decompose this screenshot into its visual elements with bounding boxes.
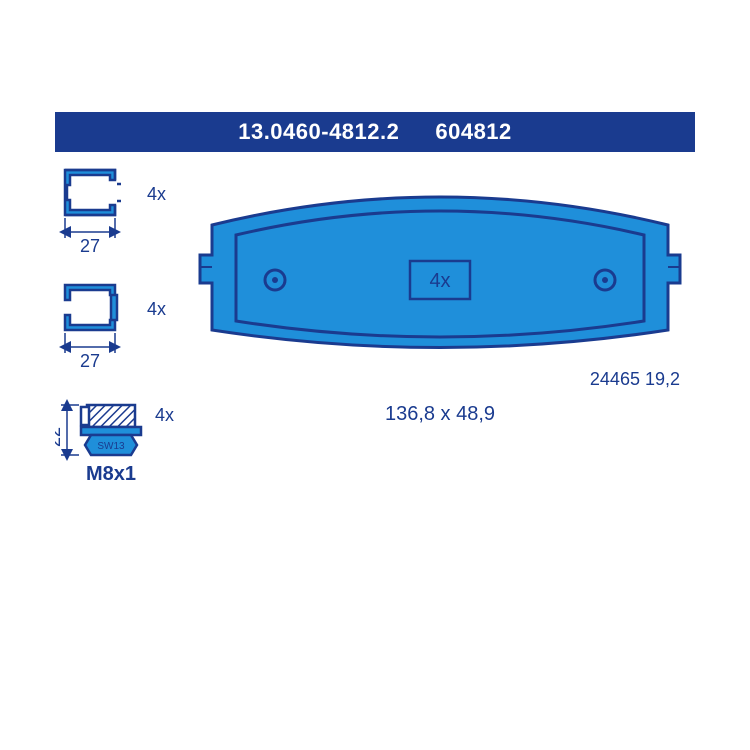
clip1-qty-label: 4x <box>147 184 166 204</box>
diagram-svg: 27 4x 27 4x SW13 22 M8x1 4x <box>55 155 695 575</box>
clip1-group: 27 4x <box>65 170 166 256</box>
bolt-group: SW13 22 M8x1 4x <box>55 405 174 485</box>
clip1-width-label: 27 <box>80 236 100 256</box>
pad-code-label: 24465 19,2 <box>590 369 680 389</box>
clip2-group: 27 4x <box>65 285 166 371</box>
part-number-main: 13.0460-4812.2 <box>238 119 399 145</box>
bolt-height-label: 22 <box>55 427 64 447</box>
bolt-sw-label: SW13 <box>97 441 125 452</box>
bolt-thread-label: M8x1 <box>86 463 136 485</box>
part-number-short: 604812 <box>435 119 511 145</box>
clip2-qty-label: 4x <box>147 299 166 319</box>
pad-dims-label: 136,8 x 48,9 <box>385 403 495 425</box>
pad-group: 4x 24465 19,2 136,8 x 48,9 <box>200 197 680 425</box>
clip2-width-label: 27 <box>80 351 100 371</box>
pad-qty-label: 4x <box>429 270 450 292</box>
header-band: 13.0460-4812.2 604812 <box>55 112 695 152</box>
bolt-qty-label: 4x <box>155 405 174 425</box>
